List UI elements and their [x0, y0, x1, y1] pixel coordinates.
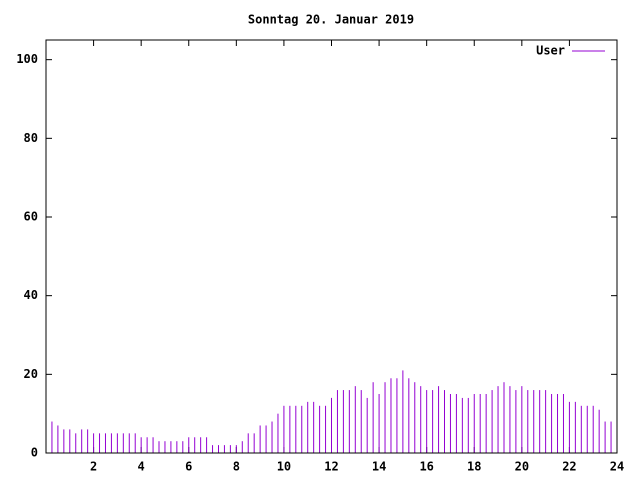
x-tick-label: 22	[562, 460, 576, 474]
x-tick-label: 2	[90, 460, 97, 474]
x-tick-label: 16	[419, 460, 433, 474]
y-tick-label: 40	[24, 288, 38, 302]
x-tick-label: 10	[277, 460, 291, 474]
chart-title: Sonntag 20. Januar 2019	[248, 13, 414, 27]
plot-frame	[45, 39, 618, 454]
legend-label: User	[536, 44, 565, 58]
x-tick-label: 18	[467, 460, 481, 474]
x-tick-label: 4	[138, 460, 145, 474]
x-tick-label: 20	[515, 460, 529, 474]
x-tick-label: 12	[324, 460, 338, 474]
x-tick-label: 8	[233, 460, 240, 474]
x-tick-label: 14	[372, 460, 386, 474]
x-tick-label: 6	[185, 460, 192, 474]
y-tick-label: 0	[31, 446, 38, 460]
y-tick-label: 20	[24, 367, 38, 381]
y-tick-label: 100	[16, 52, 38, 66]
x-tick-label: 24	[610, 460, 624, 474]
y-tick-label: 60	[24, 210, 38, 224]
y-tick-label: 80	[24, 131, 38, 145]
